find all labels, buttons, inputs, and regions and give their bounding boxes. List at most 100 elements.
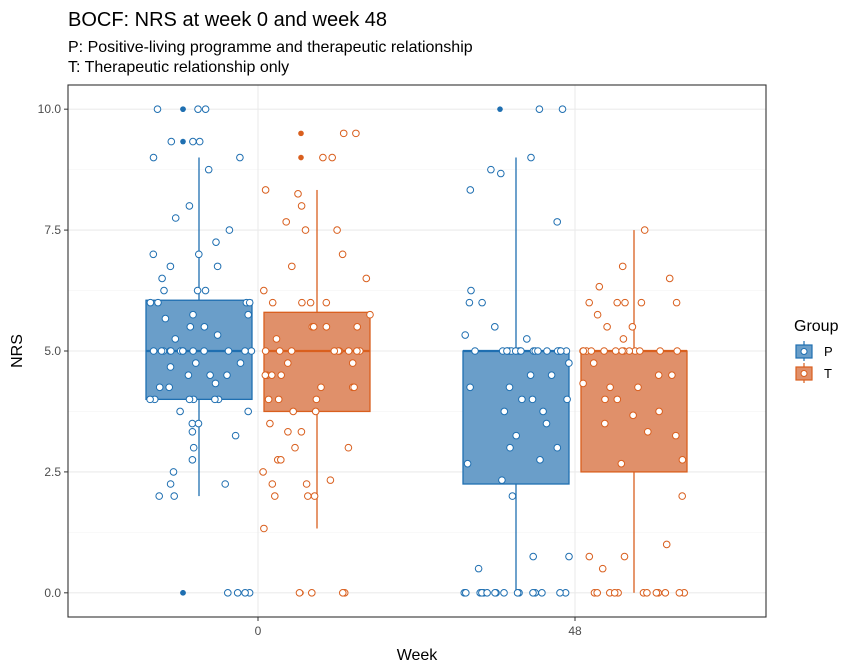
data-point-T <box>637 298 646 307</box>
legend-key-point <box>800 348 808 355</box>
data-point-T <box>606 383 614 392</box>
data-point-P <box>166 363 175 371</box>
data-point-P <box>170 492 178 500</box>
data-point-P <box>213 331 222 339</box>
data-point-P <box>213 262 222 271</box>
legend: Group PT <box>794 318 839 383</box>
data-point-P <box>154 298 162 307</box>
data-point-P <box>487 165 495 174</box>
data-point-P <box>557 347 565 355</box>
data-point-T <box>595 282 604 291</box>
data-point-P <box>179 347 187 355</box>
data-point-P <box>194 105 202 113</box>
data-point-T <box>601 395 609 404</box>
data-point-T <box>260 286 268 295</box>
data-point-P <box>146 298 155 307</box>
data-point-T <box>366 310 374 319</box>
data-point-P <box>188 456 197 464</box>
data-point-T <box>668 371 676 379</box>
data-point-P <box>563 395 571 404</box>
data-point-P <box>536 456 544 464</box>
data-point-T <box>322 323 331 331</box>
data-point-P <box>491 323 499 331</box>
data-point-T <box>291 443 299 452</box>
data-point-P <box>534 347 542 355</box>
data-point-T <box>353 323 362 331</box>
box-iqr <box>580 350 688 473</box>
data-point-T <box>274 395 283 404</box>
data-point-T <box>673 347 682 355</box>
data-point-T <box>295 589 304 597</box>
chart-title: BOCF: NRS at week 0 and week 48 <box>68 9 387 31</box>
data-point-T <box>579 347 588 355</box>
data-point-T <box>301 226 310 234</box>
data-point-T <box>259 468 267 476</box>
data-point-T <box>598 564 607 573</box>
data-point-P <box>556 589 564 597</box>
data-point-T <box>672 298 681 307</box>
box-T-week-48 <box>580 230 688 593</box>
data-point-P <box>241 589 249 597</box>
y-tick-label: 2.5 <box>44 465 61 479</box>
data-point-P <box>211 395 219 404</box>
data-point-P <box>539 407 547 416</box>
data-point-P <box>518 395 526 404</box>
data-point-P <box>547 371 556 379</box>
data-point-T <box>603 323 611 331</box>
data-point-T <box>643 589 651 597</box>
data-point-P <box>188 427 197 436</box>
data-point-T <box>678 492 687 500</box>
data-point-P <box>529 589 537 597</box>
data-point-T <box>636 347 644 355</box>
outlier-point <box>180 138 186 145</box>
data-point-P <box>497 169 505 178</box>
data-point-T <box>621 298 629 307</box>
chart-subtitle-line-1: P: Positive-living programme and therape… <box>68 39 473 56</box>
data-point-T <box>261 186 270 194</box>
legend-title: Group <box>794 318 839 335</box>
data-point-T <box>665 274 674 283</box>
data-point-T <box>589 359 598 367</box>
legend-item-T: T <box>795 363 832 383</box>
data-point-P <box>542 419 551 428</box>
data-point-P <box>160 286 168 295</box>
data-point-T <box>350 383 358 392</box>
data-point-P <box>189 443 198 452</box>
chart-subtitle-line-2: T: Therapeutic relationship only <box>68 59 289 76</box>
data-point-T <box>277 371 286 379</box>
y-tick-label: 0.0 <box>44 586 61 600</box>
data-point-T <box>260 524 268 533</box>
data-point-T <box>593 310 602 319</box>
data-point-T <box>662 540 671 549</box>
data-point-T <box>661 589 670 597</box>
data-point-T <box>620 552 629 561</box>
data-point-T <box>272 335 281 343</box>
data-point-T <box>618 262 627 271</box>
legend-item-P: P <box>795 341 833 361</box>
data-point-T <box>322 298 331 307</box>
data-point-P <box>474 564 483 573</box>
data-point-P <box>224 589 232 597</box>
data-point-P <box>194 419 203 428</box>
data-point-T <box>268 480 277 488</box>
data-point-T <box>353 347 361 355</box>
data-point-T <box>628 323 637 331</box>
data-point-P <box>512 431 521 440</box>
data-point-P <box>211 379 220 388</box>
data-point-T <box>333 226 341 234</box>
data-point-T <box>271 492 279 500</box>
data-point-T <box>617 459 626 468</box>
data-point-P <box>483 589 491 597</box>
data-point-T <box>348 359 357 367</box>
data-point-T <box>310 492 319 500</box>
data-point-P <box>157 347 166 355</box>
data-point-T <box>317 383 325 392</box>
outlier-point <box>298 154 304 161</box>
data-point-T <box>266 419 274 428</box>
y-tick-label: 5.0 <box>44 344 61 358</box>
data-point-P <box>169 468 178 476</box>
data-point-P <box>526 371 535 379</box>
y-tick-label: 7.5 <box>44 223 61 237</box>
data-point-P <box>200 347 208 355</box>
data-point-P <box>204 165 213 174</box>
